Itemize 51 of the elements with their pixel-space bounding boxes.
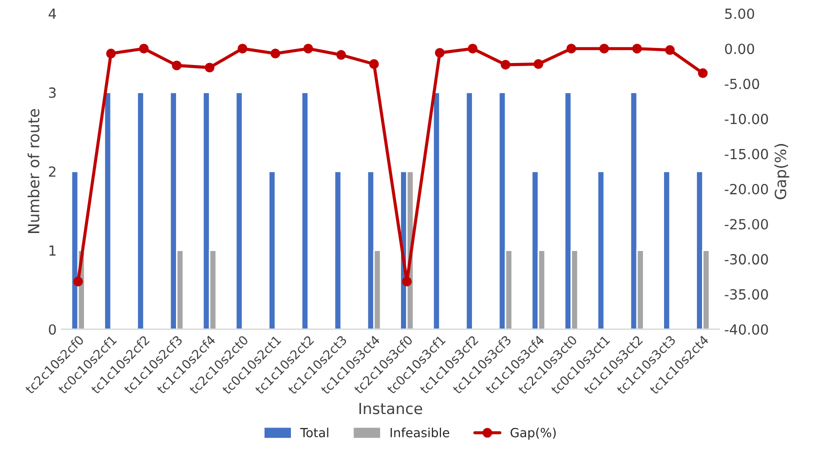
point [270, 48, 280, 58]
bar [235, 92, 244, 330]
y2-tick-label: 5.00 [725, 8, 754, 20]
point [468, 44, 478, 54]
point [138, 44, 149, 54]
point [599, 44, 610, 54]
y-tick-label: 0 [48, 324, 56, 335]
y-tick-label: 1 [49, 245, 56, 256]
point [238, 44, 248, 54]
legend-label: Total [300, 428, 328, 438]
point [172, 60, 182, 70]
point [106, 48, 116, 58]
bar [268, 170, 276, 330]
point [369, 59, 379, 69]
y2-tick-label: -40.00 [724, 324, 768, 335]
point [698, 68, 708, 78]
bar [334, 170, 342, 330]
legend-label: Infeasible [390, 428, 450, 438]
y-tick-label: 3 [49, 87, 56, 98]
point [434, 48, 445, 58]
bar [596, 170, 605, 330]
y-tick-label: 2 [48, 166, 56, 177]
y-tick-label: 4 [48, 8, 56, 19]
point [402, 276, 412, 286]
y2-tick-label: -15.00 [724, 148, 768, 160]
bar [136, 92, 145, 330]
y2-tick-label: -30.00 [724, 254, 768, 265]
point [665, 45, 675, 55]
y2-tick-label: -5.00 [724, 78, 760, 90]
point [73, 276, 83, 286]
legend-label: Gap(%) [510, 428, 556, 440]
x-axis-title: Instance [359, 402, 422, 414]
y2-tick-label: -25.00 [724, 218, 768, 230]
point [336, 50, 346, 60]
point [500, 60, 510, 70]
bar [300, 92, 309, 330]
bar [104, 92, 112, 330]
point [632, 44, 642, 54]
y2-tick-label: -20.00 [724, 184, 768, 194]
point [303, 44, 314, 54]
y2-tick-label: 0.00 [725, 44, 754, 54]
y-axis-title: Number of route [28, 109, 40, 233]
point [204, 62, 214, 72]
bar [465, 92, 474, 330]
y2-axis-title: Gap(%) [774, 144, 790, 200]
y2-tick-label: -35.00 [724, 289, 768, 300]
bar [432, 92, 440, 330]
y2-tick-label: -10.00 [724, 114, 768, 124]
point [534, 59, 544, 69]
point [566, 44, 576, 54]
bar [662, 170, 671, 330]
